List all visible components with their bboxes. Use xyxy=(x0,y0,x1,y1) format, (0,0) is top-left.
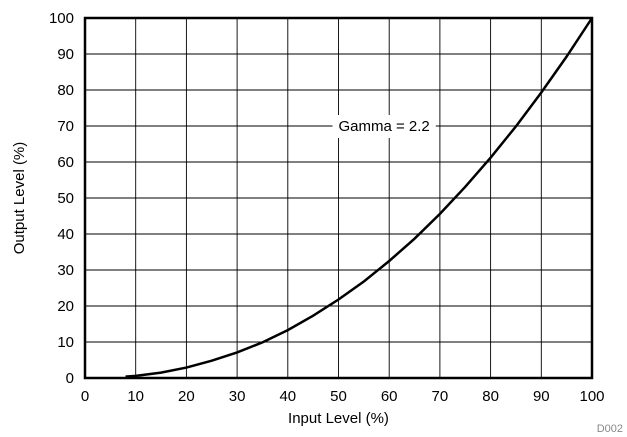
x-tick-label: 90 xyxy=(533,388,550,405)
y-tick-label: 100 xyxy=(49,10,74,27)
x-tick-label: 10 xyxy=(127,388,144,405)
x-tick-label: 40 xyxy=(279,388,296,405)
plot-frame xyxy=(83,16,594,380)
y-tick-label: 70 xyxy=(57,118,74,135)
y-axis-title: Output Level (%) xyxy=(11,142,28,255)
series-line-1 xyxy=(125,17,594,378)
y-tick-label: 50 xyxy=(57,190,74,207)
x-tick-label: 60 xyxy=(381,388,398,405)
y-tick-labels: 0 10 20 30 40 50 60 70 80 90 100 xyxy=(49,10,74,387)
y-tick-label: 20 xyxy=(57,298,74,315)
x-tick-label: 20 xyxy=(178,388,195,405)
x-tick-label: 70 xyxy=(432,388,449,405)
x-tick-label: 80 xyxy=(482,388,499,405)
grid xyxy=(84,17,593,379)
y-tick-label: 10 xyxy=(57,334,74,351)
annotation-label: Gamma = 2.2 xyxy=(338,118,429,135)
y-tick-label: 30 xyxy=(57,262,74,279)
y-tick-label: 0 xyxy=(66,370,74,387)
x-tick-label: 0 xyxy=(81,388,89,405)
y-tick-label: 80 xyxy=(57,82,74,99)
figure-id: D002 xyxy=(597,423,623,435)
annotations: Gamma = 2.2 xyxy=(332,115,436,138)
y-tick-label: 60 xyxy=(57,154,74,171)
x-tick-label: 100 xyxy=(579,388,604,405)
x-tick-label: 50 xyxy=(330,388,347,405)
curve-layer xyxy=(125,17,594,378)
x-axis-title: Input Level (%) xyxy=(288,410,389,427)
annotation-background xyxy=(332,115,436,138)
y-tick-label: 40 xyxy=(57,226,74,243)
x-tick-label: 30 xyxy=(229,388,246,405)
y-tick-label: 90 xyxy=(57,46,74,63)
x-tick-labels: 0 10 20 30 40 50 60 70 80 90 100 xyxy=(81,388,605,405)
